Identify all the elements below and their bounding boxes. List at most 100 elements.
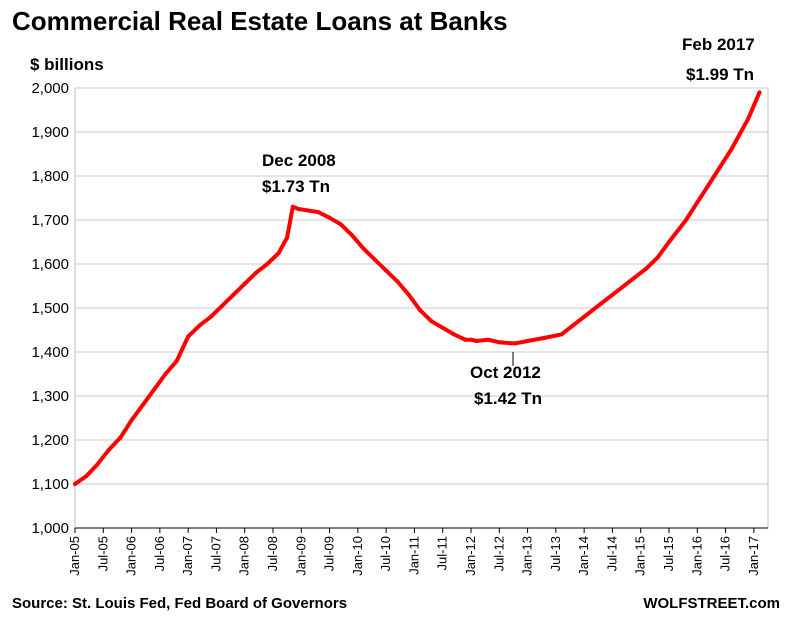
data-point (616, 288, 621, 293)
data-point (406, 292, 411, 297)
data-point (418, 308, 423, 313)
y-axis-ticks: 1,000 1,100 1,200 1,300 1,400 1,500 1,600 1,700… (31, 80, 69, 537)
data-point (599, 301, 604, 306)
data-point (667, 240, 671, 244)
data-point (285, 235, 290, 240)
x-tick-label: Jul-10 (378, 536, 393, 571)
data-point (350, 233, 355, 238)
data-point (463, 337, 468, 342)
annotation-trough-2012-date: Oct 2012 (470, 363, 541, 382)
data-point (542, 335, 547, 340)
x-tick-label: Jan-07 (180, 536, 195, 576)
x-tick-label: Jul-09 (322, 536, 337, 571)
data-point (712, 174, 717, 178)
x-tick-label: Jan-11 (406, 536, 421, 575)
y-tick-label: 1,300 (31, 388, 69, 405)
annotation-trough-2012-value: $1.42 Tn (474, 389, 542, 408)
y-tick-label: 1,200 (31, 432, 69, 449)
data-point (220, 303, 225, 308)
data-point (372, 257, 377, 262)
x-tick-label: Jan-08 (237, 536, 252, 576)
data-point (559, 332, 564, 337)
data-point (290, 204, 295, 209)
data-point (118, 435, 123, 440)
series-points (73, 90, 762, 486)
annotation-peak-2017-value: $1.99 Tn (686, 65, 754, 84)
x-tick-label: Jul-05 (95, 536, 110, 571)
y-tick-label: 2,000 (31, 80, 69, 97)
x-tick-label: Jul-14 (604, 536, 619, 571)
annotation-peak-2008-value: $1.73 Tn (262, 177, 330, 196)
data-point (525, 339, 530, 343)
y-tick-label: 1,700 (31, 212, 69, 229)
data-point (644, 266, 649, 271)
x-tick-label: Jul-08 (265, 536, 280, 571)
data-point (514, 341, 519, 346)
x-tick-label: Jan-10 (350, 536, 365, 576)
annotation-peak-2008-date: Dec 2008 (262, 151, 336, 170)
data-point (316, 210, 321, 215)
data-point (469, 337, 473, 342)
brand-label: WOLFSTREET.com (643, 595, 780, 612)
data-point (208, 314, 213, 319)
x-tick-label: Jan-17 (746, 536, 761, 576)
data-point (429, 319, 434, 324)
y-tick-label: 1,800 (31, 168, 69, 185)
data-point (254, 270, 258, 275)
x-tick-label: Jan-05 (67, 536, 82, 576)
data-point (570, 323, 575, 328)
y-tick-label: 1,100 (31, 476, 69, 493)
x-axis: Jan-05 Jul-05 Jan-06 Jul-06 Jan-07 Jul-07 Jan-… (67, 527, 768, 576)
y-tick-label: 1,500 (31, 300, 69, 317)
chart-title: Commercial Real Estate Loans at Banks (12, 6, 508, 36)
x-tick-label: Jan-09 (293, 536, 308, 576)
data-point (746, 116, 751, 121)
data-point (73, 482, 77, 486)
x-tick-label: Jul-07 (208, 536, 223, 571)
x-tick-label: Jan-14 (576, 536, 591, 576)
data-point (231, 292, 236, 297)
data-point (440, 325, 445, 330)
gridlines (74, 87, 769, 529)
y-tick-label: 1,900 (31, 124, 69, 141)
data-point (508, 341, 513, 346)
x-tick-label: Jul-16 (718, 536, 733, 571)
x-tick-label: Jul-15 (661, 536, 676, 571)
data-point (486, 337, 490, 342)
data-point (95, 462, 100, 467)
data-point (276, 251, 281, 255)
data-point (197, 323, 202, 328)
data-point (684, 218, 688, 222)
data-point (265, 262, 270, 266)
data-point (152, 387, 157, 392)
x-tick-label: Jul-12 (491, 536, 506, 571)
data-point (140, 402, 145, 407)
annotation-peak-2017-date: Feb 2017 (682, 35, 755, 54)
data-point (633, 275, 638, 280)
data-point (304, 208, 309, 213)
series-line (73, 90, 762, 486)
data-point (327, 215, 332, 220)
x-tick-label: Jan-13 (520, 536, 535, 576)
y-tick-label: 1,600 (31, 256, 69, 273)
data-point (655, 255, 660, 260)
x-tick-label: Jan-12 (463, 536, 478, 576)
y-tick-label: 1,400 (31, 344, 69, 361)
data-point (384, 268, 389, 273)
x-tick-label: Jan-06 (124, 536, 139, 576)
data-point (186, 334, 191, 339)
data-point (129, 418, 134, 423)
data-point (395, 279, 400, 284)
data-point (296, 207, 301, 211)
data-point (729, 147, 734, 152)
data-point (582, 314, 587, 319)
x-tick-label: Jul-13 (548, 536, 563, 571)
data-point (474, 339, 479, 343)
data-point (242, 281, 247, 286)
data-point (757, 90, 762, 95)
data-point (338, 222, 343, 227)
data-point (84, 474, 89, 479)
x-tick-label: Jan-15 (633, 536, 648, 576)
x-tick-label: Jul-11 (435, 536, 450, 570)
data-point (497, 340, 502, 345)
